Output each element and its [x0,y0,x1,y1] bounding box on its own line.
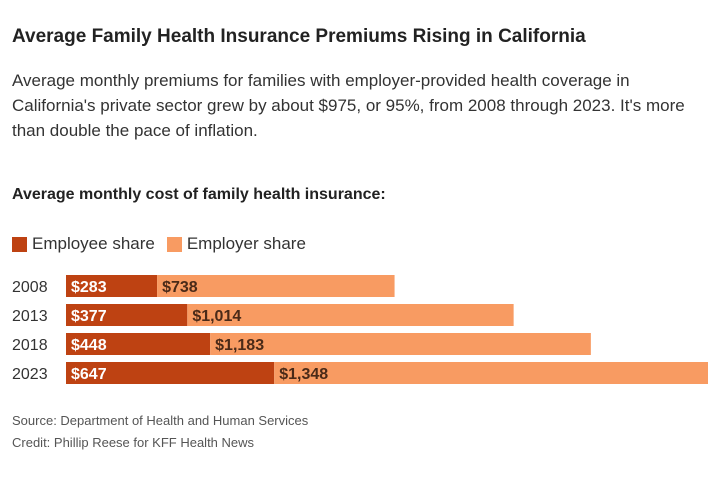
employee-bar-2023 [66,362,275,384]
year-label: 2023 [12,366,48,383]
employee-bar-2013 [66,304,188,326]
employer-value-label: $1,183 [215,337,264,354]
employee-value-label: $448 [71,337,107,354]
employer-value-label: $1,348 [279,366,328,383]
employer-value-label: $738 [162,279,198,296]
employer-bar-2018 [210,333,591,355]
legend-item-employer: Employer share [166,234,306,254]
employee-value-label: $647 [71,366,107,383]
credit-note: Credit: Phillip Reese for KFF Health New… [12,435,255,450]
year-label: 2018 [12,337,48,354]
legend-label-employee: Employee share [32,234,155,253]
legend-swatch-employee [12,236,27,252]
legend-item-employee: Employee share [12,234,155,254]
employer-bar-2008 [157,275,395,297]
employee-bar-2018 [66,333,211,355]
employer-value-label: $1,014 [192,308,241,325]
employee-value-label: $377 [71,308,107,325]
footer: Source: Department of Health and Human S… [12,410,308,454]
employee-value-label: $283 [71,279,107,296]
bar-chart: 2008 $283 $738 2013 $377 $1,014 2018 $448 $1,183… [12,275,708,384]
chart-heading: Average monthly cost of family health in… [12,186,386,203]
employer-bar-2023 [274,362,708,384]
year-label: 2008 [12,279,48,296]
legend: Employee share Employer share [12,234,318,254]
employee-bar-2008 [66,275,158,297]
chart-title: Average Family Health Insurance Premiums… [12,26,586,47]
source-note: Source: Department of Health and Human S… [12,413,309,428]
legend-swatch-employer [166,236,182,252]
chart-subtitle: Average monthly premiums for families wi… [12,71,685,140]
legend-label-employer: Employer share [186,234,306,253]
employer-bar-2013 [187,304,514,326]
year-label: 2013 [12,308,48,325]
